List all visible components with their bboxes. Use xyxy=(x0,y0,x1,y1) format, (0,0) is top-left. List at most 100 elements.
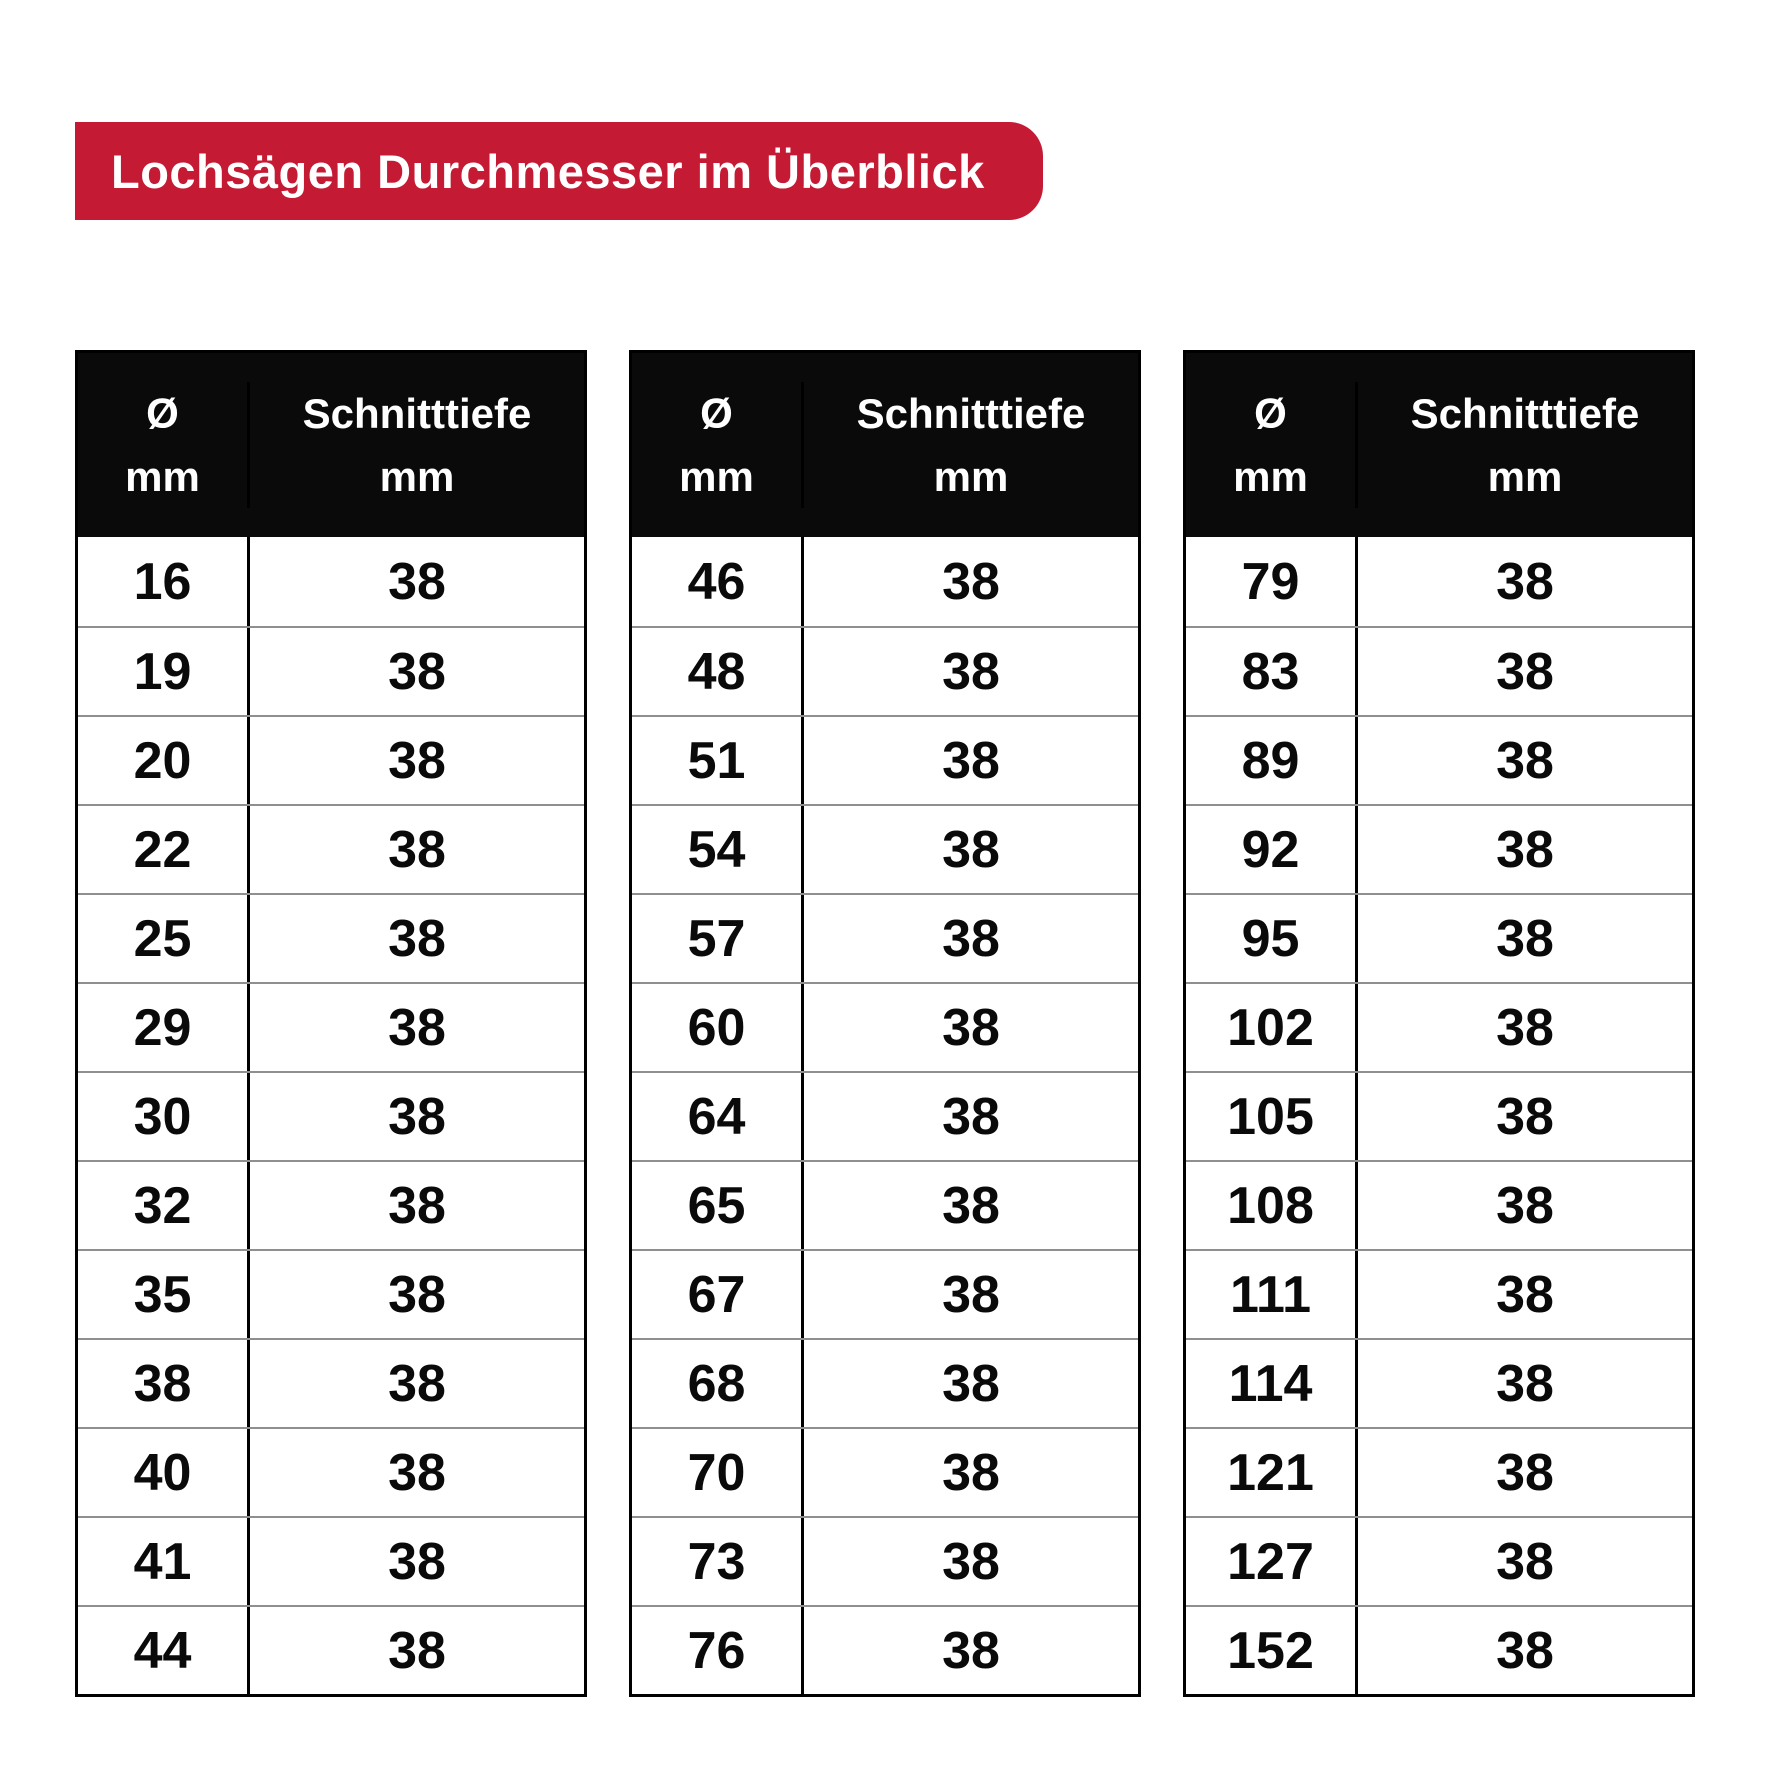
table-row: 32 38 xyxy=(78,1160,584,1249)
diameter-symbol: Ø xyxy=(700,390,733,437)
table-row: 83 38 xyxy=(1186,626,1692,715)
diameter-value: 41 xyxy=(78,1518,251,1605)
table-row: 41 38 xyxy=(78,1516,584,1605)
table-row: 67 38 xyxy=(632,1249,1138,1338)
table-row: 46 38 xyxy=(632,537,1138,626)
diameter-value: 73 xyxy=(632,1518,805,1605)
depth-label: Schnitttiefe xyxy=(1410,390,1640,437)
diameter-value: 111 xyxy=(1186,1251,1359,1338)
depth-value: 38 xyxy=(1496,1087,1554,1146)
depth-value: 38 xyxy=(388,1087,446,1146)
table-row: 22 38 xyxy=(78,804,584,893)
table-row: 68 38 xyxy=(632,1338,1138,1427)
diameter-value: 48 xyxy=(632,628,805,715)
table-row: 44 38 xyxy=(78,1605,584,1694)
diameter-column-header: Ø mm xyxy=(1186,382,1359,508)
depth-value: 38 xyxy=(388,998,446,1057)
depth-unit: mm xyxy=(933,453,1009,500)
diameter-value: 57 xyxy=(632,895,805,982)
depth-value: 38 xyxy=(1496,1265,1554,1324)
diameter-unit: mm xyxy=(679,453,754,500)
depth-value: 38 xyxy=(1496,998,1554,1057)
depth-unit: mm xyxy=(379,453,455,500)
diameter-value: 89 xyxy=(1186,717,1359,804)
diameter-value: 95 xyxy=(1186,895,1359,982)
depth-value: 38 xyxy=(388,642,446,701)
diameter-value: 32 xyxy=(78,1162,251,1249)
diameter-value: 54 xyxy=(632,806,805,893)
depth-value: 38 xyxy=(1496,1354,1554,1413)
diameter-value: 25 xyxy=(78,895,251,982)
table-body: 16 38 19 38 20 38 22 38 25 38 29 38 30 38 32 38 35 38 38 38… xyxy=(78,537,584,1694)
depth-value: 38 xyxy=(388,1176,446,1235)
depth-value: 38 xyxy=(942,1087,1000,1146)
table-row: 114 38 xyxy=(1186,1338,1692,1427)
table-body: 79 38 83 38 89 38 92 38 95 38 102 38 105 38 108 38 111 38… xyxy=(1186,537,1692,1694)
depth-column-header: Schnitttiefe mm xyxy=(250,382,584,508)
table-row: 38 38 xyxy=(78,1338,584,1427)
diameter-value: 70 xyxy=(632,1429,805,1516)
table-row: 60 38 xyxy=(632,982,1138,1071)
table-row: 73 38 xyxy=(632,1516,1138,1605)
diameter-column-header: Ø mm xyxy=(78,382,251,508)
table-row: 92 38 xyxy=(1186,804,1692,893)
table-row: 70 38 xyxy=(632,1427,1138,1516)
depth-value: 38 xyxy=(942,1443,1000,1502)
table-row: 20 38 xyxy=(78,715,584,804)
table-header: Ø mm Schnitttiefe mm xyxy=(78,353,584,537)
diameter-unit: mm xyxy=(125,453,200,500)
diameter-value: 16 xyxy=(78,537,251,626)
diameter-value: 105 xyxy=(1186,1073,1359,1160)
tables-container: Ø mm Schnitttiefe mm 16 38 19 38 20 38 22 38 25 3… xyxy=(75,350,1695,1697)
diameter-value: 60 xyxy=(632,984,805,1071)
holesaw-table-3: Ø mm Schnitttiefe mm 79 38 83 38 89 38 92 38 95 3… xyxy=(1183,350,1695,1697)
table-row: 16 38 xyxy=(78,537,584,626)
depth-value: 38 xyxy=(388,1443,446,1502)
depth-label: Schnitttiefe xyxy=(856,390,1086,437)
depth-value: 38 xyxy=(388,1621,446,1680)
table-row: 108 38 xyxy=(1186,1160,1692,1249)
depth-value: 38 xyxy=(942,731,1000,790)
diameter-value: 67 xyxy=(632,1251,805,1338)
depth-value: 38 xyxy=(1496,552,1554,611)
depth-column-header: Schnitttiefe mm xyxy=(1358,382,1692,508)
table-row: 76 38 xyxy=(632,1605,1138,1694)
depth-value: 38 xyxy=(942,1265,1000,1324)
diameter-value: 20 xyxy=(78,717,251,804)
depth-column-header: Schnitttiefe mm xyxy=(804,382,1138,508)
diameter-value: 19 xyxy=(78,628,251,715)
table-row: 35 38 xyxy=(78,1249,584,1338)
table-row: 51 38 xyxy=(632,715,1138,804)
table-row: 105 38 xyxy=(1186,1071,1692,1160)
diameter-value: 79 xyxy=(1186,537,1359,626)
diameter-column-header: Ø mm xyxy=(632,382,805,508)
diameter-value: 38 xyxy=(78,1340,251,1427)
table-row: 65 38 xyxy=(632,1160,1138,1249)
diameter-value: 68 xyxy=(632,1340,805,1427)
depth-unit: mm xyxy=(1487,453,1563,500)
table-row: 102 38 xyxy=(1186,982,1692,1071)
table-row: 89 38 xyxy=(1186,715,1692,804)
diameter-value: 51 xyxy=(632,717,805,804)
diameter-value: 76 xyxy=(632,1607,805,1694)
depth-value: 38 xyxy=(1496,642,1554,701)
depth-value: 38 xyxy=(388,1532,446,1591)
table-row: 95 38 xyxy=(1186,893,1692,982)
diameter-value: 64 xyxy=(632,1073,805,1160)
depth-value: 38 xyxy=(942,642,1000,701)
depth-value: 38 xyxy=(1496,1621,1554,1680)
diameter-value: 30 xyxy=(78,1073,251,1160)
diameter-value: 40 xyxy=(78,1429,251,1516)
table-row: 40 38 xyxy=(78,1427,584,1516)
table-row: 57 38 xyxy=(632,893,1138,982)
depth-value: 38 xyxy=(942,1621,1000,1680)
table-row: 25 38 xyxy=(78,893,584,982)
depth-value: 38 xyxy=(1496,1176,1554,1235)
depth-value: 38 xyxy=(388,820,446,879)
depth-value: 38 xyxy=(942,820,1000,879)
diameter-value: 114 xyxy=(1186,1340,1359,1427)
diameter-value: 102 xyxy=(1186,984,1359,1071)
table-row: 48 38 xyxy=(632,626,1138,715)
table-row: 121 38 xyxy=(1186,1427,1692,1516)
table-body: 46 38 48 38 51 38 54 38 57 38 60 38 64 38 65 38 67 38 68 38… xyxy=(632,537,1138,1694)
